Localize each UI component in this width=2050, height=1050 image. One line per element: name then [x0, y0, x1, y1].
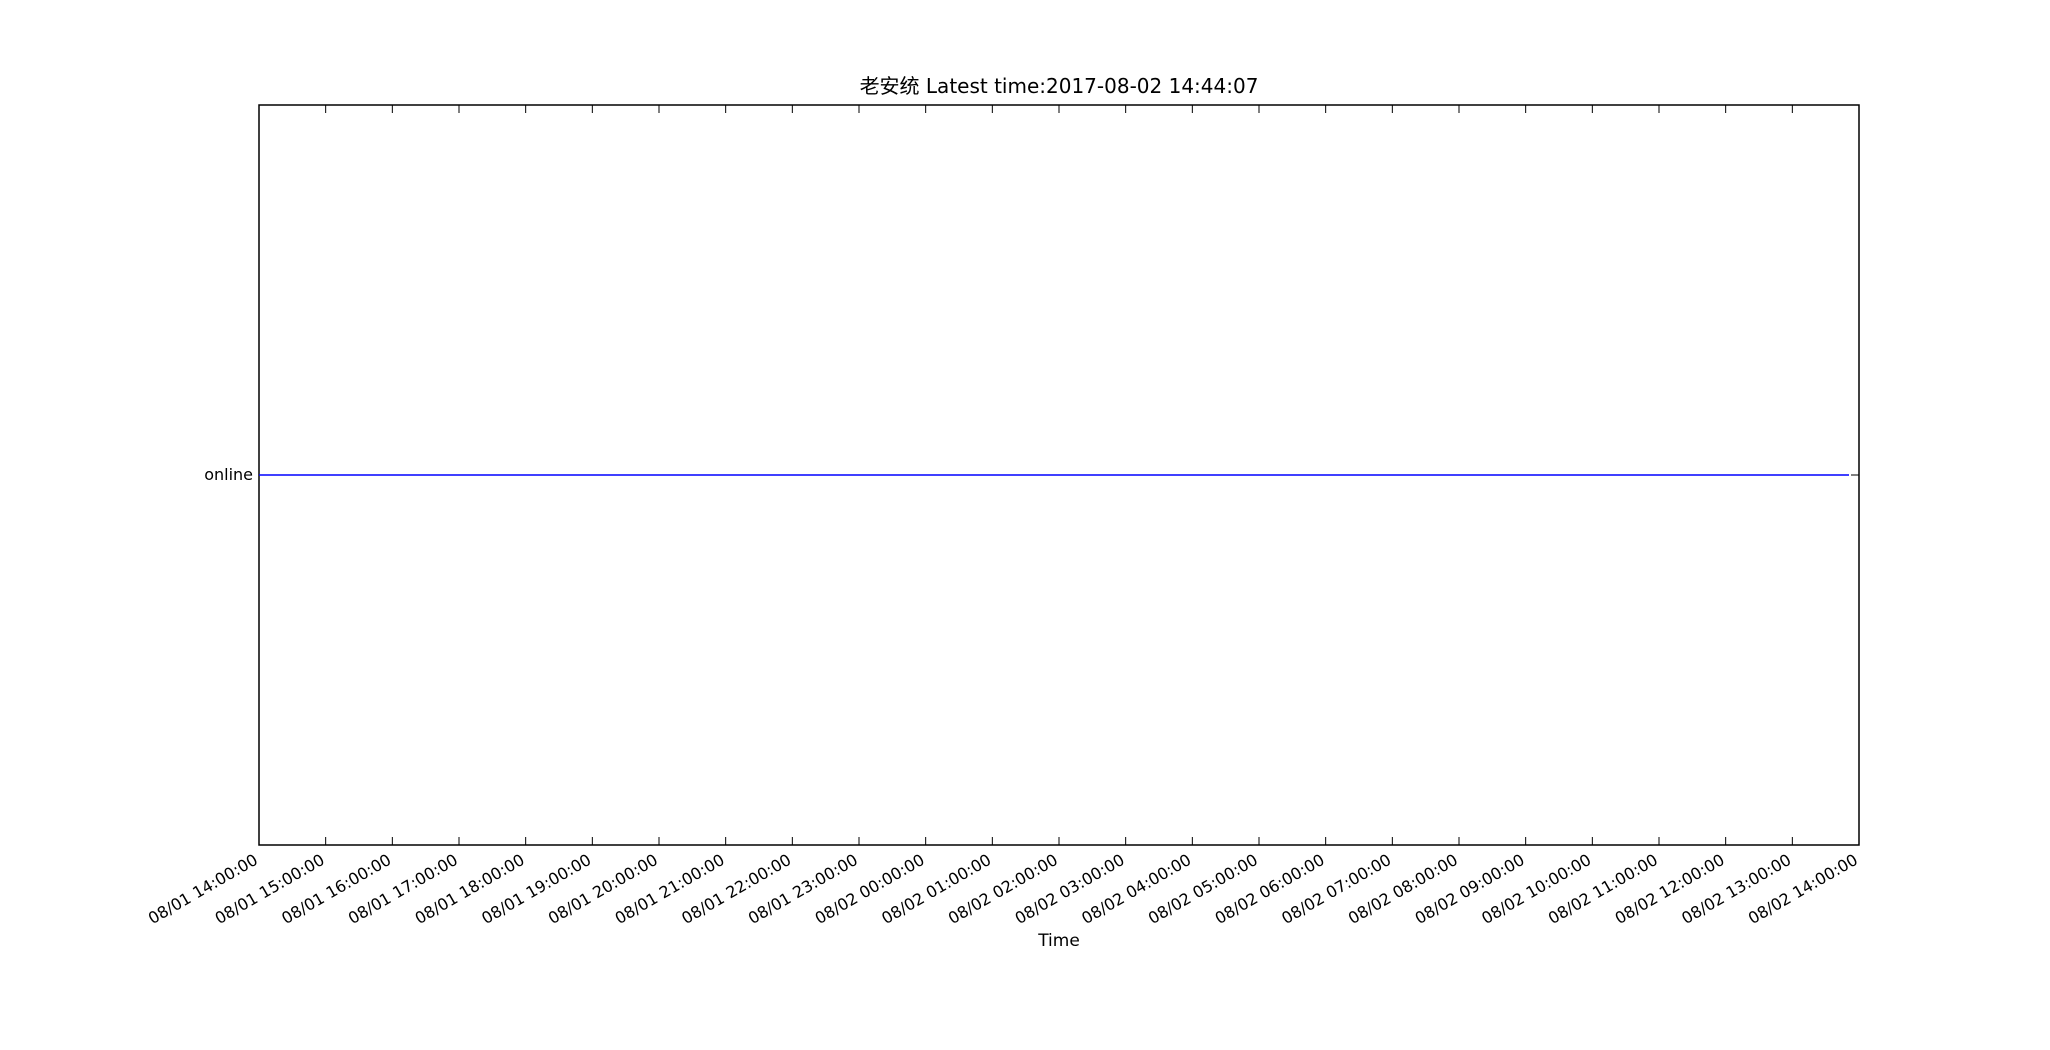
x-tick-label: 08/01 17:00:00 [345, 850, 461, 928]
x-tick-label: 08/02 05:00:00 [1145, 850, 1261, 928]
x-tick-label: 08/02 08:00:00 [1345, 850, 1461, 928]
x-tick-label: 08/02 12:00:00 [1612, 850, 1728, 928]
x-tick-label: 08/02 06:00:00 [1212, 850, 1328, 928]
x-tick-label: 08/02 04:00:00 [1078, 850, 1194, 928]
x-tick-label: 08/02 11:00:00 [1545, 850, 1661, 928]
x-tick-label: 08/01 21:00:00 [612, 850, 728, 928]
x-tick-label: 08/02 03:00:00 [1012, 850, 1128, 928]
x-axis-label: Time [1037, 931, 1080, 951]
x-tick-label: 08/02 00:00:00 [812, 850, 928, 928]
x-tick-label: 08/02 01:00:00 [878, 850, 994, 928]
x-tick-label: 08/02 10:00:00 [1478, 850, 1594, 928]
x-tick-label: 08/01 19:00:00 [478, 850, 594, 928]
x-tick-label: 08/01 15:00:00 [212, 850, 328, 928]
x-tick-label: 08/01 23:00:00 [745, 850, 861, 928]
x-tick-label: 08/02 09:00:00 [1412, 850, 1528, 928]
x-tick-label: 08/01 14:00:00 [145, 850, 261, 928]
x-tick-label: 08/02 02:00:00 [945, 850, 1061, 928]
y-tick-label: online [204, 465, 253, 484]
x-axis-ticks [258, 105, 1860, 845]
x-tick-label: 08/01 20:00:00 [545, 850, 661, 928]
x-tick-label: 08/01 18:00:00 [412, 850, 528, 928]
y-axis-tick-labels: online [204, 465, 253, 484]
x-tick-label: 08/02 07:00:00 [1278, 850, 1394, 928]
x-tick-label: 08/02 14:00:00 [1745, 850, 1861, 928]
x-tick-label: 08/01 16:00:00 [278, 850, 394, 928]
x-tick-label: 08/01 22:00:00 [678, 850, 794, 928]
chart-title: 老安统 Latest time:2017-08-02 14:44:07 [860, 74, 1259, 98]
x-tick-label: 08/02 13:00:00 [1678, 850, 1794, 928]
